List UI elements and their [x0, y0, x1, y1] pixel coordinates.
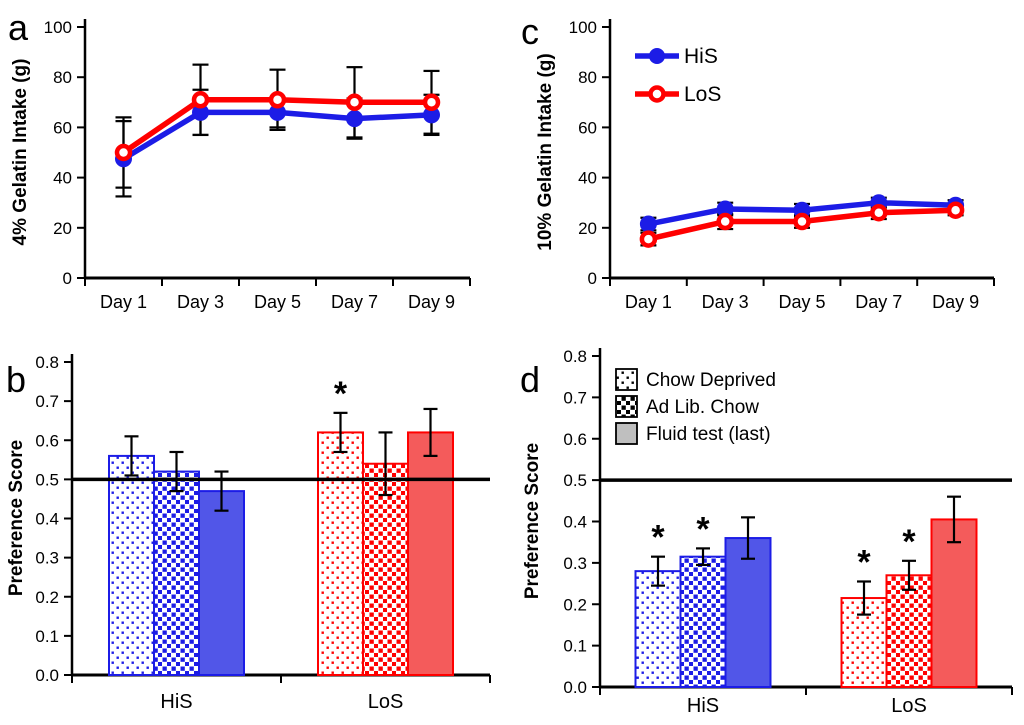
y-tick-label: 20	[578, 219, 597, 238]
y-tick-label: 40	[578, 169, 597, 188]
legend-swatch-dots	[615, 368, 638, 391]
bar-HiS-dots	[634, 570, 682, 689]
significance-asterisk: *	[902, 523, 916, 561]
bar-LoS-checks	[885, 574, 933, 688]
significance-asterisk: *	[696, 510, 710, 548]
y-tick-label: 100	[569, 18, 597, 37]
y-tick-label: 0.4	[563, 513, 587, 532]
data-point-LoS	[716, 212, 734, 231]
significance-asterisk: *	[651, 519, 665, 557]
bar-HiS-solid	[198, 490, 245, 676]
y-axis-title: 10% Gelatin Intake (g)	[535, 53, 556, 250]
bar-HiS-solid	[724, 537, 772, 688]
y-tick-label: 0.7	[563, 388, 587, 407]
y-tick-label: 0	[63, 269, 72, 288]
x-group-label: HiS	[687, 695, 719, 717]
y-tick-label: 80	[578, 68, 597, 87]
panel-a: 0 20 40 60 80 100 Day 1 Day 3 Day 5 Day 7 Day 9 4% …	[8, 7, 471, 312]
data-point-LoS	[639, 230, 658, 248]
x-category-label: Day 9	[408, 292, 455, 312]
x-category-label: Day 3	[177, 292, 224, 312]
legend-label: HiS	[684, 45, 718, 68]
y-tick-label: 0.5	[563, 471, 587, 490]
y-axis-title: 4% Gelatin Intake (g)	[10, 59, 31, 246]
legend-label: LoS	[684, 83, 721, 106]
x-category-label: Day 7	[855, 292, 902, 312]
y-tick-label: 0.1	[35, 627, 59, 646]
y-tick-label: 0.3	[563, 554, 587, 573]
y-tick-label: 80	[53, 68, 72, 87]
x-group-label: LoS	[891, 695, 927, 717]
x-category-label: Day 1	[100, 292, 147, 312]
data-point-LoS	[191, 91, 210, 109]
x-category-label: Day 3	[702, 292, 749, 312]
x-category-label: Day 1	[625, 292, 672, 312]
legend-label: Chow Deprived	[646, 370, 776, 391]
y-tick-label: 100	[44, 18, 72, 37]
data-point-LoS	[870, 203, 888, 222]
y-tick-label: 0.8	[563, 347, 587, 366]
data-point-LoS	[114, 143, 133, 162]
y-tick-label: 20	[53, 219, 72, 238]
y-tick-label: 0.5	[35, 470, 59, 489]
x-category-label: Day 5	[254, 292, 301, 312]
significance-asterisk: *	[857, 543, 871, 581]
y-tick-label: 0.6	[35, 431, 59, 450]
y-axis-title: Preference Score	[522, 443, 543, 599]
y-tick-label: 0.7	[35, 392, 59, 411]
y-tick-label: 0.0	[35, 666, 59, 685]
bar-HiS-checks	[679, 555, 727, 689]
x-group-label: HiS	[160, 691, 192, 713]
panel-letter: d	[520, 359, 540, 400]
bar-HiS-dots	[108, 454, 155, 676]
bar-LoS-checks	[362, 462, 409, 676]
x-category-label: Day 5	[778, 292, 825, 312]
x-category-label: Day 9	[932, 292, 979, 312]
y-axis-title: Preference Score	[6, 440, 27, 596]
panel-c: 0 20 40 60 80 100 Day 1 Day 3 Day 5 Day 7 Day 9 10%…	[521, 11, 995, 312]
data-point-LoS	[268, 91, 287, 109]
panel-letter: c	[521, 11, 539, 52]
significance-asterisk: *	[334, 375, 348, 413]
y-tick-label: 0.8	[35, 353, 59, 372]
x-category-label: Day 7	[331, 292, 378, 312]
legend-label: Fluid test (last)	[646, 424, 771, 445]
legend-swatch-solid	[615, 422, 638, 445]
legend-label: Ad Lib. Chow	[646, 397, 759, 418]
panel-letter: b	[6, 359, 26, 400]
y-tick-label: 0.3	[35, 549, 59, 568]
y-tick-label: 40	[53, 169, 72, 188]
bar-LoS-dots	[317, 431, 364, 676]
y-tick-label: 0.6	[563, 430, 587, 449]
legend: Chow Deprived Ad Lib. Chow Fluid test (las…	[615, 368, 776, 445]
x-group-label: LoS	[368, 691, 404, 713]
y-tick-label: 0.2	[563, 595, 587, 614]
data-point-LoS	[345, 93, 364, 112]
y-tick-label: 60	[53, 118, 72, 137]
bar-LoS-solid	[930, 518, 978, 689]
y-tick-label: 0.0	[563, 678, 587, 697]
bar-LoS-solid	[407, 431, 454, 676]
legend-swatch-checks	[615, 395, 638, 418]
y-tick-label: 0	[588, 269, 597, 288]
y-tick-label: 60	[578, 118, 597, 137]
data-point-LoS	[946, 201, 965, 219]
panel-b: 0.0 0.1 0.2 0.3 0.4 0.5 0.6 0.7 0.8 Preference Sc…	[6, 353, 491, 713]
legend: HiS LoS	[635, 45, 721, 106]
data-point-HiS	[346, 110, 363, 128]
y-tick-label: 0.1	[563, 637, 587, 656]
data-point-LoS	[422, 93, 441, 112]
panel-letter: a	[8, 7, 29, 48]
data-point-HiS	[639, 215, 657, 233]
legend-marker-HiS	[649, 48, 665, 64]
y-tick-label: 0.4	[35, 510, 59, 529]
panel-d: 0.0 0.1 0.2 0.3 0.4 0.5 0.6 0.7 0.8 Preference Sc…	[520, 347, 1013, 717]
data-point-LoS	[793, 212, 811, 231]
y-tick-label: 0.2	[35, 588, 59, 607]
bar-HiS-checks	[153, 470, 200, 676]
legend-marker-LoS	[648, 85, 666, 103]
